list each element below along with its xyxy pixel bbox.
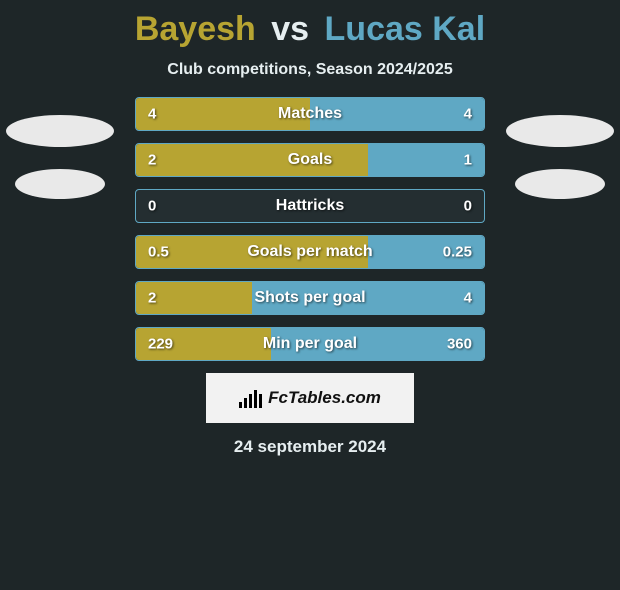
stat-row: Goals 2 1 (135, 143, 485, 177)
stat-value-left: 0.5 (148, 244, 169, 261)
chart-area: Matches 4 4 Goals 2 1 Hattricks 0 0 Goals per mat… (0, 97, 620, 361)
stat-value-right: 4 (464, 290, 472, 307)
club-badge-right (515, 169, 605, 199)
subtitle: Club competitions, Season 2024/2025 (0, 61, 620, 79)
player-left-name: Bayesh (135, 10, 256, 48)
stat-row: Shots per goal 2 4 (135, 281, 485, 315)
source-logo-text: FcTables.com (268, 388, 381, 408)
stat-value-left: 2 (148, 290, 156, 307)
club-badge-left (6, 115, 114, 147)
stat-row: Hattricks 0 0 (135, 189, 485, 223)
club-badge-left (15, 169, 105, 199)
stat-value-left: 229 (148, 336, 173, 353)
stat-value-right: 0.25 (443, 244, 472, 261)
source-logo: FcTables.com (206, 373, 414, 423)
stat-value-right: 4 (464, 106, 472, 123)
player-right-name: Lucas Kal (325, 10, 486, 48)
stat-value-right: 1 (464, 152, 472, 169)
stat-value-left: 4 (148, 106, 156, 123)
stat-value-left: 0 (148, 198, 156, 215)
vs-label: vs (271, 10, 309, 48)
stat-label: Matches (278, 105, 342, 123)
stat-label: Goals per match (247, 243, 372, 261)
stat-label: Shots per goal (254, 289, 365, 307)
stats-container: Matches 4 4 Goals 2 1 Hattricks 0 0 Goals per mat… (135, 97, 485, 361)
stat-value-left: 2 (148, 152, 156, 169)
stat-row: Goals per match 0.5 0.25 (135, 235, 485, 269)
date-label: 24 september 2024 (0, 437, 620, 457)
stat-value-right: 0 (464, 198, 472, 215)
stat-label: Hattricks (276, 197, 344, 215)
stat-label: Min per goal (263, 335, 357, 353)
stat-row: Matches 4 4 (135, 97, 485, 131)
stat-row: Min per goal 229 360 (135, 327, 485, 361)
logo-bars-icon (239, 388, 262, 408)
comparison-title: Bayesh vs Lucas Kal (0, 10, 620, 49)
stat-label: Goals (288, 151, 332, 169)
stat-fill-left (136, 144, 368, 176)
club-badge-right (506, 115, 614, 147)
stat-value-right: 360 (447, 336, 472, 353)
